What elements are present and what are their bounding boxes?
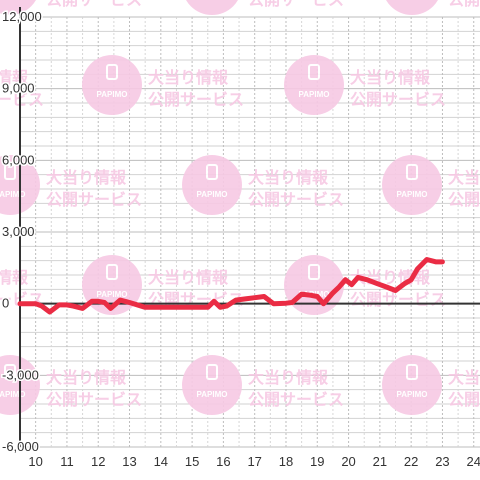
watermark-logo-circle bbox=[382, 355, 442, 415]
watermark-title: 大当り情報 bbox=[46, 168, 127, 187]
x-tick-label: 13 bbox=[122, 454, 136, 469]
watermark-subtitle: 公開サービス bbox=[0, 90, 44, 109]
watermark-subtitle: 公開サービス bbox=[448, 390, 480, 409]
x-tick-label: 12 bbox=[91, 454, 105, 469]
watermark-title: 大当り情報 bbox=[148, 268, 229, 287]
x-tick-label: 19 bbox=[310, 454, 324, 469]
watermark-title: 大当り情報 bbox=[46, 368, 127, 387]
watermark-logo-circle bbox=[82, 55, 142, 115]
x-tick-label: 18 bbox=[279, 454, 293, 469]
watermark-title: 大当り情報 bbox=[148, 68, 229, 87]
watermark-logo-text: PAPIMO bbox=[97, 90, 128, 99]
watermark-logo-text: PAPIMO bbox=[0, 390, 25, 399]
phone-icon bbox=[206, 164, 218, 180]
x-tick-label: 16 bbox=[216, 454, 230, 469]
x-tick-label: 22 bbox=[404, 454, 418, 469]
x-tick-label: 15 bbox=[185, 454, 199, 469]
y-tick-label: 9,000 bbox=[2, 81, 35, 96]
phone-icon bbox=[308, 64, 320, 80]
phone-icon bbox=[308, 264, 320, 280]
watermark-logo-circle bbox=[386, 0, 438, 15]
watermark-title: 大当り情報 bbox=[0, 268, 29, 287]
series-line bbox=[17, 257, 445, 315]
watermark-subtitle: 公開サービス bbox=[46, 0, 142, 9]
y-tick-label: 6,000 bbox=[2, 152, 35, 167]
x-tick-label: 10 bbox=[28, 454, 42, 469]
watermark-subtitle: 公開サービス bbox=[448, 0, 480, 9]
y-tick-label: -6,000 bbox=[2, 439, 39, 454]
watermark-subtitle: 公開サービス bbox=[350, 290, 446, 309]
watermark-logo-text: PAPIMO bbox=[0, 190, 25, 199]
x-tick-label: 17 bbox=[247, 454, 261, 469]
y-tick-label: -3,000 bbox=[2, 367, 39, 382]
watermark-logo-text: PAPIMO bbox=[197, 190, 228, 199]
watermark-title: 大当り情報 bbox=[248, 368, 329, 387]
watermark-subtitle: 公開サービス bbox=[46, 390, 142, 409]
phone-icon bbox=[406, 364, 418, 380]
watermark-logo-text: PAPIMO bbox=[397, 190, 428, 199]
watermark-title: 大当り情報 bbox=[0, 68, 29, 87]
watermark-subtitle: 公開サービス bbox=[350, 90, 446, 109]
y-tick-label: 0 bbox=[2, 296, 9, 311]
x-tick-label: 21 bbox=[373, 454, 387, 469]
watermark-title: 大当り情報 bbox=[448, 168, 480, 187]
watermark-subtitle: 公開サービス bbox=[148, 90, 244, 109]
x-tick-label: 24 bbox=[467, 454, 480, 469]
watermark-logo-circle bbox=[186, 0, 238, 15]
watermark-logo-circle bbox=[182, 355, 242, 415]
watermark: PAPIMO大当り情報公開サービスPAPIMO大当り情報公開サービスPAPIMO… bbox=[0, 0, 480, 415]
watermark-subtitle: 公開サービス bbox=[448, 190, 480, 209]
watermark-logo-circle bbox=[182, 155, 242, 215]
watermark-subtitle: 公開サービス bbox=[248, 390, 344, 409]
watermark-logo-circle bbox=[0, 0, 36, 15]
watermark-title: 大当り情報 bbox=[248, 168, 329, 187]
phone-icon bbox=[406, 164, 418, 180]
phone-icon bbox=[4, 364, 16, 380]
watermark-logo-circle bbox=[284, 55, 344, 115]
x-tick-label: 20 bbox=[341, 454, 355, 469]
x-tick-label: 23 bbox=[435, 454, 449, 469]
x-tick-label: 11 bbox=[60, 454, 74, 469]
watermark-subtitle: 公開サービス bbox=[248, 190, 344, 209]
y-tick-label: 3,000 bbox=[2, 224, 35, 239]
x-tick-label: 14 bbox=[154, 454, 168, 469]
watermark-logo-circle bbox=[382, 155, 442, 215]
watermark-logo-text: PAPIMO bbox=[299, 90, 330, 99]
watermark-subtitle: 公開サービス bbox=[248, 0, 344, 9]
phone-icon bbox=[206, 364, 218, 380]
watermark-title: 大当り情報 bbox=[350, 68, 431, 87]
phone-icon bbox=[106, 64, 118, 80]
watermark-logo-text: PAPIMO bbox=[397, 390, 428, 399]
y-tick-label: 12,000 bbox=[2, 9, 42, 24]
watermark-subtitle: 公開サービス bbox=[46, 190, 142, 209]
watermark-logo-text: PAPIMO bbox=[197, 390, 228, 399]
phone-icon bbox=[106, 264, 118, 280]
watermark-logo-text: PAPIMO bbox=[97, 290, 128, 299]
series-layer bbox=[17, 257, 445, 315]
watermark-title: 大当り情報 bbox=[448, 368, 480, 387]
phone-icon bbox=[4, 164, 16, 180]
